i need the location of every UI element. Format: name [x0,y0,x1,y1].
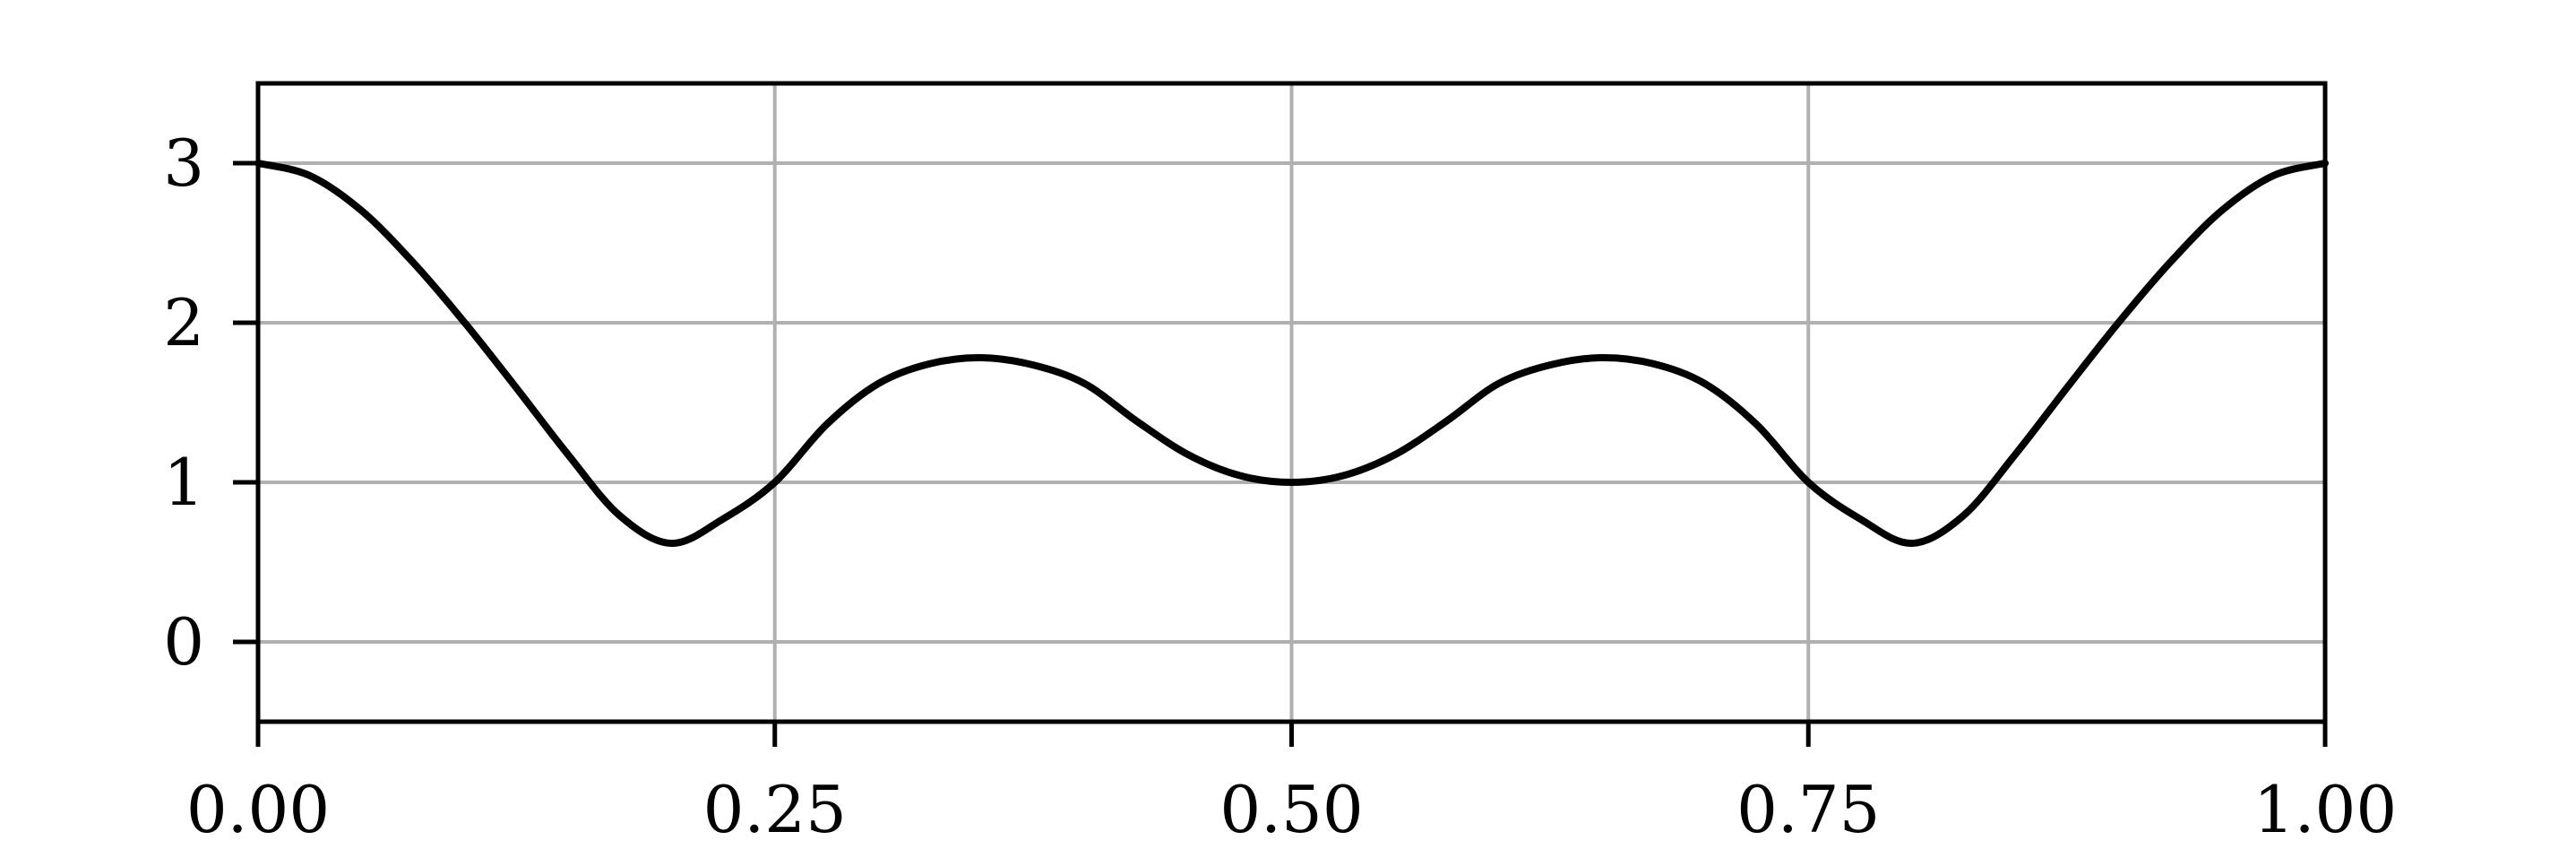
x-tick-label: 0.75 [1736,772,1880,847]
y-tick-label: 1 [163,445,204,520]
x-tick-label: 0.25 [703,772,847,847]
series-line [254,160,2329,547]
series-layer [254,160,2329,547]
x-tick-label: 0.00 [186,772,330,847]
y-tick-label: 2 [163,285,204,360]
tick-labels: 0.00 0.25 0.50 0.75 1.00 0 1 2 3 [163,126,2397,847]
y-tick-label: 3 [163,126,204,201]
grid-lines [256,83,2327,722]
y-tick-label: 0 [163,604,204,680]
x-tick-label: 1.00 [2253,772,2397,847]
axis-ticks [233,160,2328,747]
x-tick-label: 0.50 [1219,772,1363,847]
